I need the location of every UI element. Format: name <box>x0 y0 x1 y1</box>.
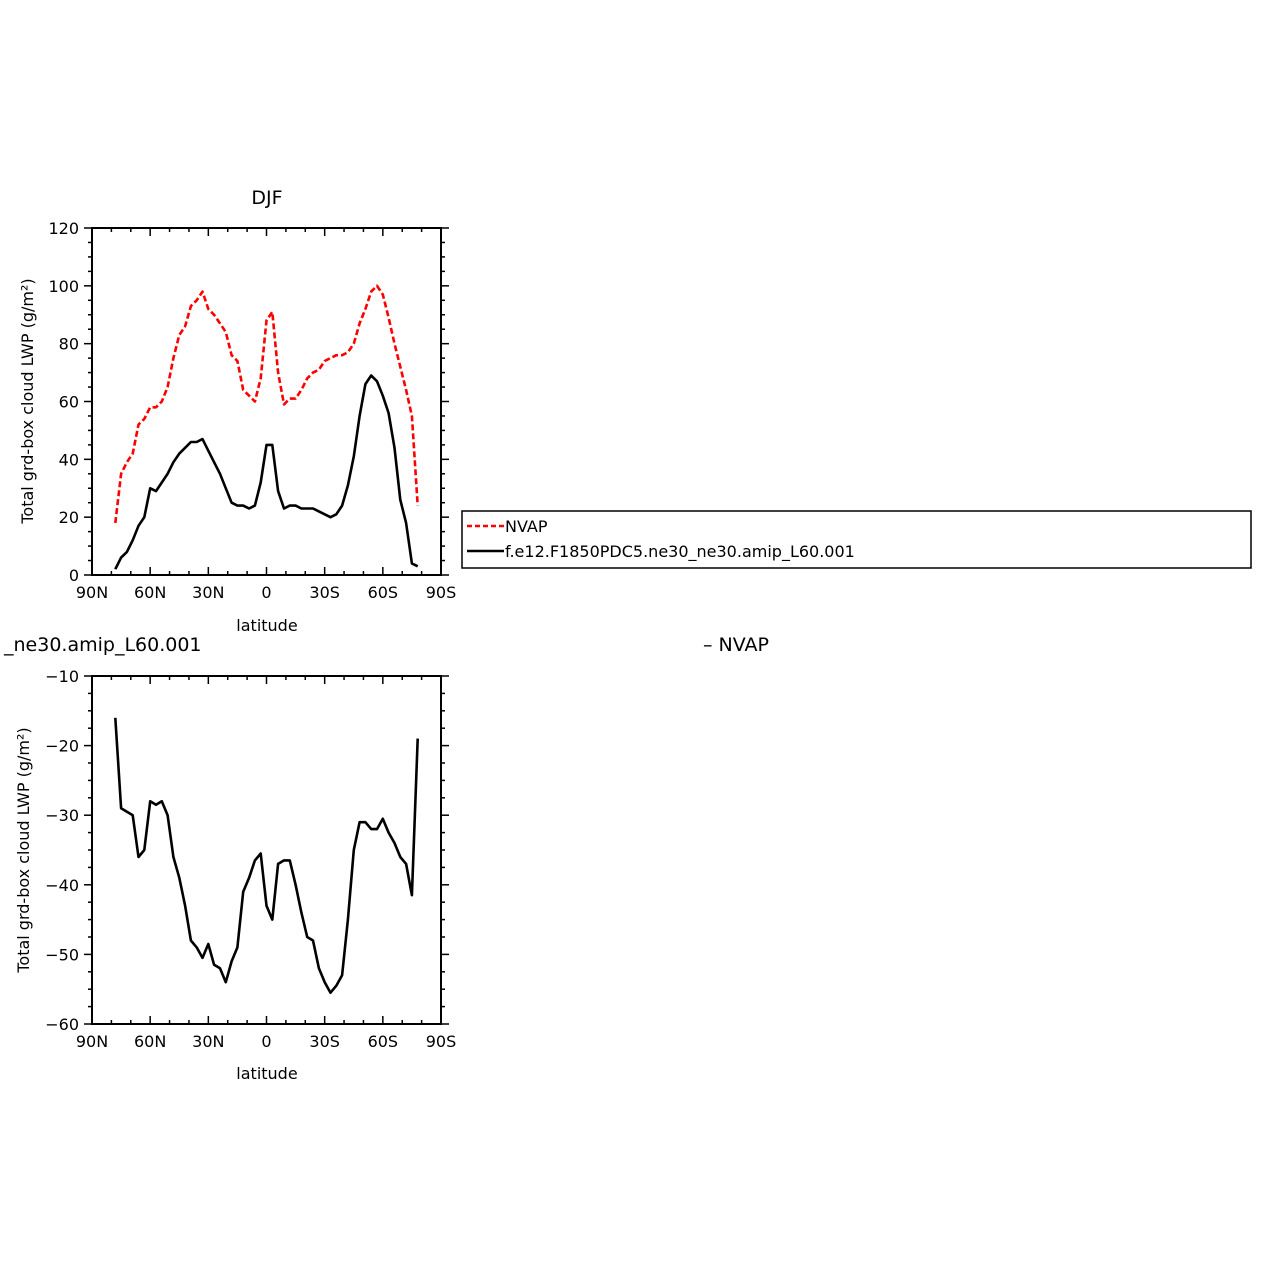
x-tick-label: 0 <box>261 583 271 602</box>
x-tick-label: 60N <box>134 583 166 602</box>
chart-panel-bottom: _ne30.amip_L60.001 – NVAP 90N 60N 30N 0 30S 6… <box>3 634 769 1083</box>
x-tick-label: 90N <box>76 583 108 602</box>
y-tick-label: −60 <box>45 1015 79 1034</box>
x-tick-label: 90S <box>426 1032 457 1051</box>
chart-title-right: – NVAP <box>703 634 769 656</box>
legend: NVAP f.e12.F1850PDC5.ne30_ne30.amip_L60.… <box>461 510 1252 569</box>
y-tick-label: 80 <box>59 335 79 354</box>
axes: 90N 60N 30N 0 30S 60S 90S 0 20 40 60 80 100 120 <box>48 219 456 602</box>
x-tick-label: 60N <box>134 1032 166 1051</box>
legend-entry-nvap: NVAP <box>505 517 548 536</box>
x-tick-label: 30N <box>192 583 224 602</box>
x-tick-label: 90N <box>76 1032 108 1051</box>
y-tick-label: 0 <box>69 566 79 585</box>
x-tick-label: 60S <box>368 1032 399 1051</box>
series-line-0 <box>114 717 419 995</box>
plot-frame <box>91 227 442 576</box>
chart-panel-top: DJF 90N 60N 30N 0 30S 60S 90S 0 20 40 60 80 100 120 l… <box>18 187 456 635</box>
series-line-0 <box>114 284 419 524</box>
x-tick-label: 30N <box>192 1032 224 1051</box>
legend-box <box>461 510 1252 569</box>
x-axis-label: latitude <box>236 616 297 635</box>
y-tick-label: −20 <box>45 737 79 756</box>
y-tick-label: 100 <box>48 277 79 296</box>
x-tick-label: 60S <box>368 583 399 602</box>
y-tick-label: 20 <box>59 508 79 527</box>
x-tick-label: 0 <box>261 1032 271 1051</box>
series-lines <box>114 717 419 995</box>
y-tick-label: −10 <box>45 667 79 686</box>
y-tick-label: −50 <box>45 945 79 964</box>
series-lines <box>114 284 419 570</box>
y-tick-label: −40 <box>45 876 79 895</box>
x-axis-label: latitude <box>236 1064 297 1083</box>
y-tick-label: 60 <box>59 393 79 412</box>
x-tick-label: 90S <box>426 583 457 602</box>
x-tick-label: 30S <box>309 583 340 602</box>
y-axis-label: Total grd-box cloud LWP (g/m²) <box>18 278 37 524</box>
chart-title: DJF <box>251 187 282 209</box>
y-axis-label: Total grd-box cloud LWP (g/m²) <box>14 727 33 973</box>
y-tick-label: −30 <box>45 806 79 825</box>
axes: 90N 60N 30N 0 30S 60S 90S −60 −50 −40 −30 −20 −10 <box>45 667 456 1051</box>
legend-entry-model: f.e12.F1850PDC5.ne30_ne30.amip_L60.001 <box>505 542 855 562</box>
y-tick-label: 120 <box>48 219 79 238</box>
x-tick-label: 30S <box>309 1032 340 1051</box>
y-tick-label: 40 <box>59 450 79 469</box>
chart-title: _ne30.amip_L60.001 <box>3 634 202 656</box>
series-line-1 <box>114 374 419 570</box>
